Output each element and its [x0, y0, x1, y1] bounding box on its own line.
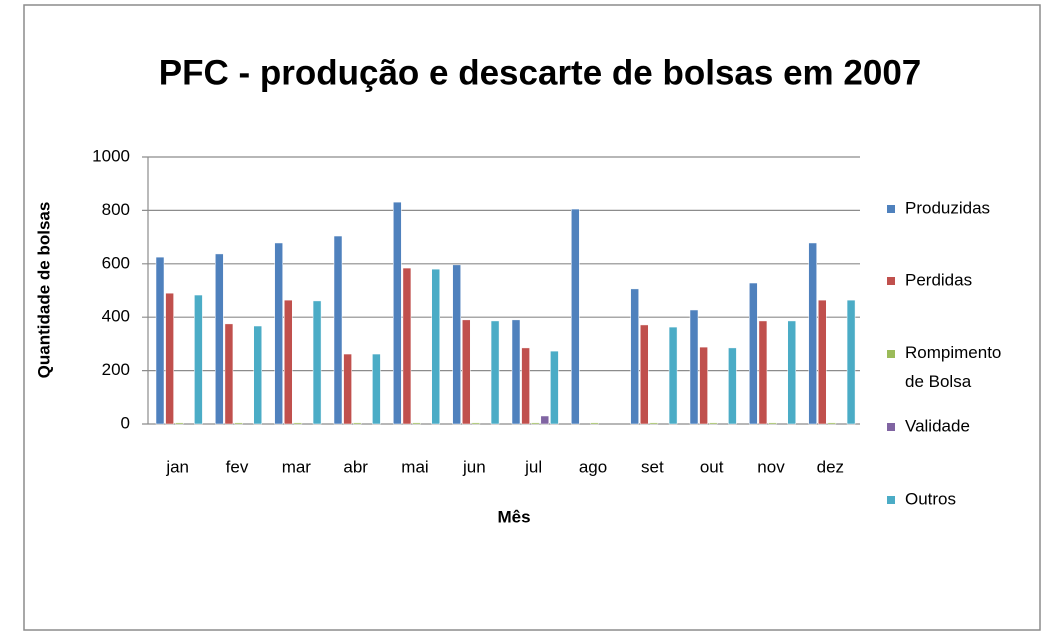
bar	[728, 347, 737, 425]
x-tick-label: out	[700, 457, 724, 476]
bar	[749, 282, 758, 425]
x-tick-label: jul	[524, 457, 542, 476]
bar	[412, 422, 421, 425]
y-tick-label: 1000	[92, 146, 130, 165]
bar	[649, 422, 659, 425]
bar	[452, 264, 461, 425]
y-tick-label: 600	[102, 253, 130, 272]
legend-swatch	[887, 496, 895, 504]
bar	[818, 299, 827, 425]
bar	[758, 320, 768, 425]
x-tick-label: mar	[282, 457, 312, 476]
bar	[174, 422, 184, 425]
x-tick-label: jan	[165, 457, 189, 476]
y-tick-label: 800	[102, 200, 130, 219]
chart-title: PFC - produção e descarte de bolsas em 2…	[159, 53, 922, 92]
bar	[571, 208, 580, 425]
bar	[699, 346, 708, 425]
bar	[224, 323, 234, 425]
legend-label: Validade	[905, 416, 970, 435]
y-tick-label: 400	[102, 307, 130, 326]
bar	[550, 350, 559, 425]
x-tick-label: nov	[757, 457, 785, 476]
bar	[630, 288, 639, 425]
bar	[194, 294, 203, 425]
y-tick-label: 0	[121, 413, 130, 432]
y-axis-title: Quantidade de bolsas	[34, 202, 53, 379]
bar	[253, 325, 262, 425]
legend-swatch	[887, 205, 895, 213]
bar	[511, 319, 521, 425]
bar	[284, 299, 293, 425]
bar	[215, 253, 224, 425]
bar	[312, 300, 322, 425]
bar	[471, 422, 481, 425]
legend-label: Produzidas	[905, 198, 990, 217]
legend-label: Perdidas	[905, 270, 972, 289]
bar	[827, 422, 837, 425]
x-tick-label: mai	[401, 457, 428, 476]
bar	[274, 242, 283, 425]
bar	[668, 326, 678, 425]
bar	[393, 201, 402, 425]
x-tick-label: ago	[579, 457, 607, 476]
legend-swatch	[887, 423, 895, 431]
x-axis-title: Mês	[497, 507, 530, 526]
bar	[540, 415, 550, 425]
bar	[333, 235, 343, 425]
y-tick-label: 200	[102, 360, 130, 379]
bar	[431, 268, 440, 425]
bar	[402, 267, 412, 425]
x-tick-label: jun	[462, 457, 486, 476]
bar	[521, 347, 530, 425]
legend-swatch	[887, 350, 895, 358]
bar	[490, 320, 500, 425]
bar	[234, 422, 243, 425]
x-tick-label: set	[641, 457, 664, 476]
x-tick-label: dez	[817, 457, 844, 476]
bar	[689, 309, 699, 425]
bar	[352, 422, 362, 425]
bar	[530, 422, 540, 425]
bar	[768, 422, 777, 425]
bar	[590, 422, 599, 425]
x-tick-label: abr	[343, 457, 368, 476]
bar	[787, 320, 796, 425]
bar	[640, 324, 649, 425]
legend-label: Outros	[905, 489, 956, 508]
bar	[808, 242, 817, 425]
legend-swatch	[887, 277, 895, 285]
bar	[708, 422, 718, 425]
bar	[372, 353, 381, 425]
bar	[293, 422, 303, 425]
bar	[846, 299, 856, 425]
bar	[165, 292, 174, 425]
x-tick-label: fev	[226, 457, 249, 476]
bar	[462, 319, 471, 425]
bar	[155, 256, 165, 425]
legend-label: Rompimento de Bolsa	[905, 343, 1006, 391]
bar	[343, 353, 352, 425]
